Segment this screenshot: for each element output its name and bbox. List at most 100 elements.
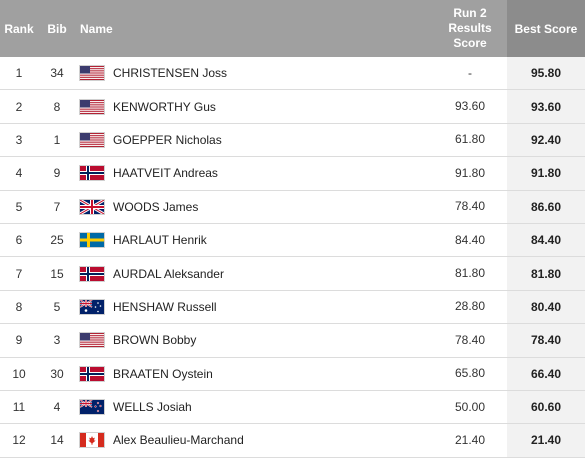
table-row[interactable]: 11 4 WELLS Josiah 50.00 60.60 (0, 390, 585, 425)
table-row[interactable]: 2 8 KENWORTHY Gus 93.60 93.60 (0, 90, 585, 124)
name-header[interactable]: Name (80, 21, 113, 36)
table-body: 1 34 CHRISTENSEN Joss -95.80 2 8 KENWORTHY Gus… (0, 57, 585, 458)
run-header-line-1: Run 2 (453, 6, 487, 20)
name-cell: BROWN Bobby (76, 324, 433, 356)
athlete-name[interactable]: HAATVEIT Andreas (113, 166, 218, 181)
athlete-name[interactable]: HARLAUT Henrik (113, 233, 207, 248)
best-score-header[interactable]: Best Score (507, 0, 585, 57)
rank-cell: 10 (12, 366, 26, 381)
best-score-cell: 21.40 (507, 424, 585, 457)
run-2-score-cell: 65.80 (454, 366, 486, 381)
rank-cell: 8 (15, 299, 23, 314)
rank-header[interactable]: Rank (4, 21, 34, 36)
table-row[interactable]: 7 15 AURDAL Aleksander 81.80 81.80 (0, 257, 585, 291)
rank-cell: 2 (15, 99, 23, 114)
best-score-cell: 84.40 (507, 223, 585, 257)
athlete-name[interactable]: WOODS James (113, 199, 199, 214)
athlete-name[interactable]: Alex Beaulieu-Marchand (113, 433, 244, 448)
name-cell: HARLAUT Henrik (76, 224, 433, 256)
rank-cell: 4 (15, 166, 23, 181)
flag-canada-icon (80, 433, 104, 447)
name-cell: HENSHAW Russell (76, 291, 433, 323)
name-cell: KENWORTHY Gus (76, 90, 433, 122)
name-cell: WELLS Josiah (76, 391, 433, 423)
name-cell: WOODS James (76, 191, 433, 223)
best-score-cell: 80.40 (507, 290, 585, 324)
best-score-cell: 78.40 (507, 324, 585, 357)
rank-cell: 6 (15, 233, 23, 248)
run-2-score-cell: 84.40 (454, 232, 486, 247)
name-cell: GOEPPER Nicholas (76, 124, 433, 156)
flag-usa-icon (80, 66, 104, 80)
athlete-name[interactable]: KENWORTHY Gus (113, 99, 216, 114)
rank-cell: 3 (15, 132, 23, 147)
rank-cell: 9 (15, 333, 23, 348)
bib-cell: 5 (53, 299, 61, 314)
flag-norway-icon (80, 166, 104, 180)
name-cell: BRAATEN Oystein (76, 358, 433, 390)
bib-cell: 15 (50, 266, 64, 281)
best-score-cell: 95.80 (507, 57, 585, 90)
flag-usa-icon (80, 333, 104, 347)
best-score-cell: 66.40 (507, 357, 585, 390)
bib-cell: 8 (53, 99, 61, 114)
best-score-cell: 93.60 (507, 90, 585, 123)
run-2-score-cell: 21.40 (454, 432, 486, 447)
rank-cell: 11 (12, 400, 26, 415)
athlete-name[interactable]: GOEPPER Nicholas (113, 132, 222, 147)
table-row[interactable]: 6 25 HARLAUT Henrik 84.40 84.40 (0, 223, 585, 258)
bib-cell: 3 (53, 333, 61, 348)
athlete-name[interactable]: HENSHAW Russell (113, 299, 217, 314)
run-2-score-cell: 93.60 (454, 99, 486, 114)
bib-cell: 9 (53, 166, 61, 181)
bib-cell: 4 (53, 400, 61, 415)
best-score-cell: 81.80 (507, 257, 585, 290)
rank-cell: 7 (15, 266, 23, 281)
flag-new-zealand-icon (80, 400, 104, 414)
bib-cell: 34 (50, 66, 64, 81)
run-header-line-3: Score (453, 36, 487, 50)
table-row[interactable]: 8 5 HENSHAW Russell 28.80 80.40 (0, 290, 585, 325)
run-2-score-cell: 50.00 (454, 399, 486, 414)
rank-cell: 5 (15, 199, 23, 214)
bib-cell: 14 (50, 433, 64, 448)
table-row[interactable]: 3 1 GOEPPER Nicholas 61.80 92.40 (0, 123, 585, 158)
athlete-name[interactable]: CHRISTENSEN Joss (113, 66, 228, 81)
run-header-line-2: Results (448, 21, 492, 35)
best-score-cell: 60.60 (507, 390, 585, 424)
bib-cell: 1 (53, 132, 61, 147)
bib-cell: 30 (50, 366, 64, 381)
bib-cell: 7 (53, 199, 61, 214)
flag-usa-icon (80, 133, 104, 147)
best-score-cell: 92.40 (507, 123, 585, 157)
run-2-score-cell: 28.80 (454, 299, 486, 314)
table-header: Rank Bib Name Run 2 Results Score Best S… (0, 0, 585, 57)
run-2-score-cell: 91.80 (454, 165, 486, 180)
table-row[interactable]: 12 14 Alex Beaulieu-Marchand 21.40 21.40 (0, 424, 585, 458)
table-row[interactable]: 10 30 BRAATEN Oystein 65.80 66.40 (0, 357, 585, 391)
name-cell: HAATVEIT Andreas (76, 157, 433, 189)
bib-cell: 25 (50, 233, 64, 248)
flag-uk-icon (80, 200, 104, 214)
run-2-score-cell: 78.40 (454, 199, 486, 214)
athlete-name[interactable]: WELLS Josiah (113, 400, 192, 415)
athlete-name[interactable]: BROWN Bobby (113, 333, 197, 348)
run-2-score-cell: 61.80 (454, 132, 486, 147)
athlete-name[interactable]: BRAATEN Oystein (113, 366, 213, 381)
bib-header[interactable]: Bib (47, 21, 67, 36)
table-row[interactable]: 9 3 BROWN Bobby 78.40 78.40 (0, 324, 585, 358)
best-score-cell: 91.80 (507, 157, 585, 190)
best-score-cell: 86.60 (507, 190, 585, 223)
flag-norway-icon (80, 267, 104, 281)
flag-usa-icon (80, 100, 104, 114)
table-row[interactable]: 4 9 HAATVEIT Andreas 91.80 91.80 (0, 157, 585, 191)
rank-cell: 12 (12, 433, 26, 448)
rank-cell: 1 (15, 66, 23, 81)
table-row[interactable]: 1 34 CHRISTENSEN Joss - 95.80 (0, 57, 585, 91)
flag-australia-icon (80, 300, 104, 314)
table-row[interactable]: 5 7 WOODS James 78.40 86.60 (0, 190, 585, 224)
athlete-name[interactable]: AURDAL Aleksander (113, 266, 224, 281)
run-2-results-score-header[interactable]: Run 2 Results Score (433, 6, 507, 51)
run-2-score-cell: 81.80 (454, 266, 486, 281)
